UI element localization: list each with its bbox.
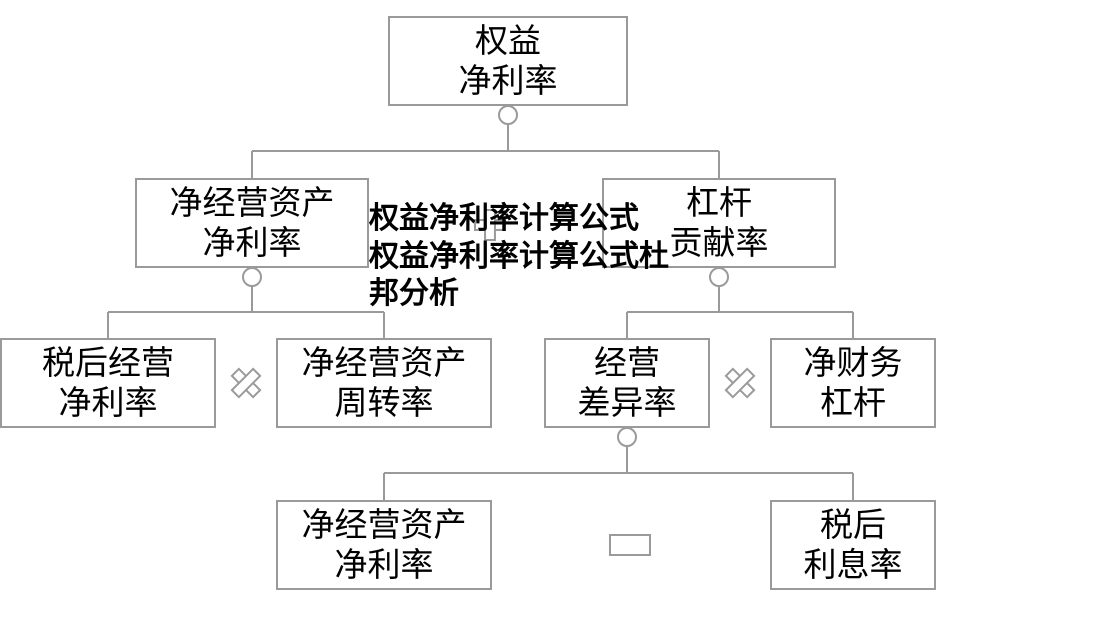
node-net-operating-asset-rate: 净经营资产 净利率 [135, 178, 369, 268]
node-net-operating-asset-rate-2: 净经营资产 净利率 [276, 500, 492, 590]
node-operating-spread: 经营 差异率 [544, 338, 710, 428]
node-net-operating-asset-turnover: 净经营资产 周转率 [276, 338, 492, 428]
node-after-tax-interest-rate: 税后 利息率 [770, 500, 936, 590]
node-after-tax-operating-rate: 税后经营 净利率 [0, 338, 216, 428]
overlay-title-text: 权益净利率计算公式 权益净利率计算公式杜 邦分析 [369, 200, 669, 313]
node-root: 权益 净利率 [388, 16, 628, 106]
node-net-financial-leverage: 净财务 杠杆 [770, 338, 936, 428]
